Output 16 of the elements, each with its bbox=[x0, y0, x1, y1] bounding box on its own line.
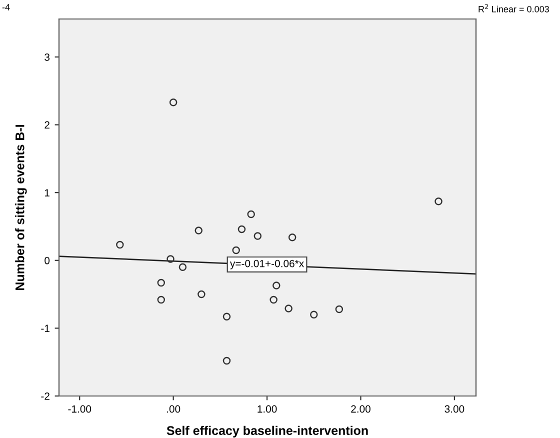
y-tick-label: -1 bbox=[41, 324, 50, 332]
y-tick-label: 0 bbox=[44, 256, 50, 264]
y-tick-label: 3 bbox=[44, 53, 50, 61]
y-tick-label: 1 bbox=[44, 189, 50, 196]
y-tick-label: 2 bbox=[44, 121, 50, 129]
x-tick-label: 1.00 bbox=[258, 405, 277, 413]
annotation: y=-0.01+-0.06*x bbox=[230, 260, 304, 270]
x-tick-label: 3.00 bbox=[444, 405, 464, 413]
x-tick-label: 2.00 bbox=[351, 405, 370, 413]
text: R$^{2}$ Linear = 0.003 bbox=[478, 4, 549, 12]
y-axis-title: Number of sitting events B-I bbox=[15, 124, 27, 290]
x-tick-label: -1.00 bbox=[68, 405, 92, 413]
x-tick-label: .00 bbox=[167, 405, 180, 413]
y-tick-label: -2 bbox=[41, 392, 50, 400]
x-axis-title: Self efficacy baseline-intervention bbox=[166, 426, 368, 438]
text: -4 bbox=[2, 4, 10, 10]
